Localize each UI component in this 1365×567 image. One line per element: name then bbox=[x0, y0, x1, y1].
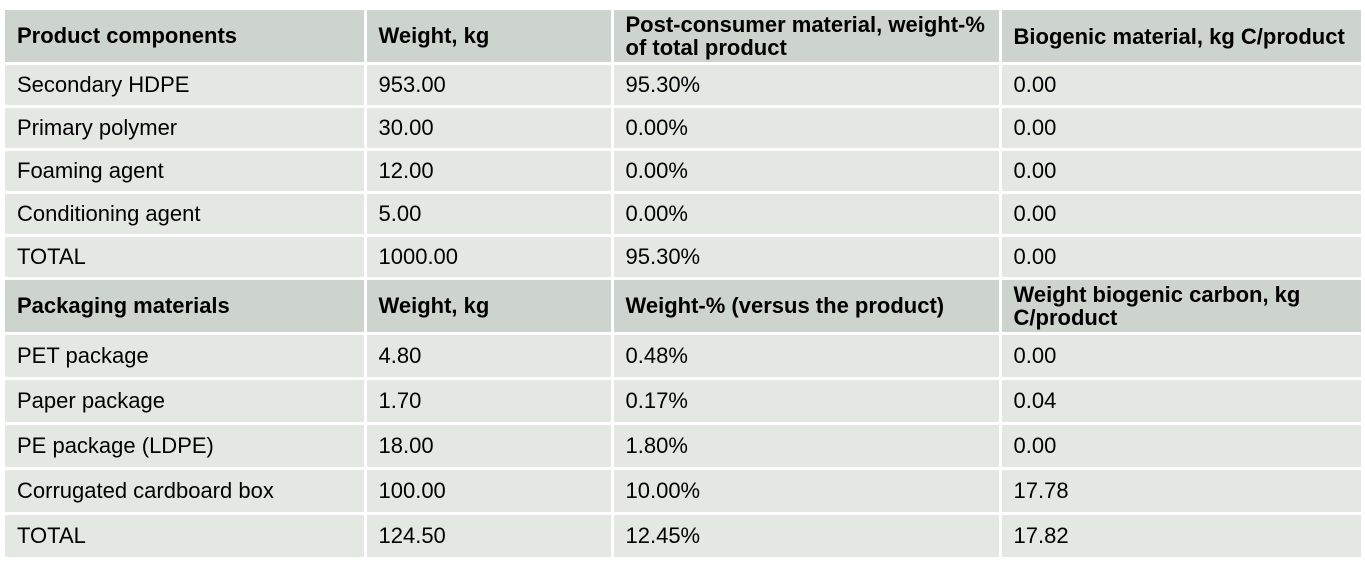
component-name: Conditioning agent bbox=[5, 192, 367, 237]
packaging-weight: 18.00 bbox=[365, 423, 614, 470]
header-weight-pct: Weight-% (versus the product) bbox=[612, 278, 1002, 335]
table-row: Corrugated cardboard box 100.00 10.00% 1… bbox=[5, 468, 1361, 515]
packaging-biogenic-carbon: 0.00 bbox=[1000, 423, 1361, 470]
packaging-weight: 100.00 bbox=[365, 468, 614, 515]
table-row: Conditioning agent 5.00 0.00% 0.00 bbox=[5, 192, 1361, 237]
packaging-name: Paper package bbox=[5, 378, 367, 425]
component-biogenic: 0.00 bbox=[1000, 149, 1361, 194]
packaging-weight-pct: 0.48% bbox=[612, 333, 1002, 380]
component-biogenic: 0.00 bbox=[1000, 63, 1361, 108]
table-row: Secondary HDPE 953.00 95.30% 0.00 bbox=[5, 63, 1361, 108]
packaging-weight: 1.70 bbox=[365, 378, 614, 425]
component-weight: 30.00 bbox=[365, 106, 614, 151]
lca-data-table: Product components Weight, kg Post-consu… bbox=[5, 10, 1361, 560]
component-name: TOTAL bbox=[5, 235, 367, 280]
packaging-weight-pct: 12.45% bbox=[612, 513, 1002, 560]
component-name: Primary polymer bbox=[5, 106, 367, 151]
packaging-weight-pct: 1.80% bbox=[612, 423, 1002, 470]
component-post-consumer-pct: 0.00% bbox=[612, 149, 1002, 194]
header-packaging-materials: Packaging materials bbox=[5, 278, 367, 335]
packaging-materials-header-row: Packaging materials Weight, kg Weight-% … bbox=[5, 278, 1361, 335]
packaging-weight-pct: 10.00% bbox=[612, 468, 1002, 515]
component-biogenic: 0.00 bbox=[1000, 192, 1361, 237]
component-weight: 12.00 bbox=[365, 149, 614, 194]
packaging-name: PE package (LDPE) bbox=[5, 423, 367, 470]
table-row: Paper package 1.70 0.17% 0.04 bbox=[5, 378, 1361, 425]
packaging-name: PET package bbox=[5, 333, 367, 380]
component-name: Foaming agent bbox=[5, 149, 367, 194]
packaging-weight: 124.50 bbox=[365, 513, 614, 560]
packaging-biogenic-carbon: 0.04 bbox=[1000, 378, 1361, 425]
component-post-consumer-pct: 0.00% bbox=[612, 192, 1002, 237]
header-weight-kg: Weight, kg bbox=[365, 10, 614, 65]
component-biogenic: 0.00 bbox=[1000, 106, 1361, 151]
header-weight-kg: Weight, kg bbox=[365, 278, 614, 335]
packaging-weight: 4.80 bbox=[365, 333, 614, 380]
component-biogenic: 0.00 bbox=[1000, 235, 1361, 280]
header-weight-biogenic-carbon: Weight biogenic carbon, kg C/product bbox=[1000, 278, 1361, 335]
packaging-biogenic-carbon: 17.82 bbox=[1000, 513, 1361, 560]
product-components-header-row: Product components Weight, kg Post-consu… bbox=[5, 10, 1361, 65]
table-row: Primary polymer 30.00 0.00% 0.00 bbox=[5, 106, 1361, 151]
packaging-name: Corrugated cardboard box bbox=[5, 468, 367, 515]
component-name: Secondary HDPE bbox=[5, 63, 367, 108]
table-row-total: TOTAL 124.50 12.45% 17.82 bbox=[5, 513, 1361, 560]
packaging-biogenic-carbon: 0.00 bbox=[1000, 333, 1361, 380]
component-weight: 1000.00 bbox=[365, 235, 614, 280]
header-post-consumer-material: Post-consumer material, weight-% of tota… bbox=[612, 10, 1002, 65]
component-weight: 953.00 bbox=[365, 63, 614, 108]
packaging-weight-pct: 0.17% bbox=[612, 378, 1002, 425]
packaging-biogenic-carbon: 17.78 bbox=[1000, 468, 1361, 515]
component-post-consumer-pct: 0.00% bbox=[612, 106, 1002, 151]
table-row: PE package (LDPE) 18.00 1.80% 0.00 bbox=[5, 423, 1361, 470]
header-biogenic-material: Biogenic material, kg C/product bbox=[1000, 10, 1361, 65]
component-post-consumer-pct: 95.30% bbox=[612, 235, 1002, 280]
table-row: Foaming agent 12.00 0.00% 0.00 bbox=[5, 149, 1361, 194]
component-post-consumer-pct: 95.30% bbox=[612, 63, 1002, 108]
component-weight: 5.00 bbox=[365, 192, 614, 237]
header-product-components: Product components bbox=[5, 10, 367, 65]
table-row: PET package 4.80 0.48% 0.00 bbox=[5, 333, 1361, 380]
packaging-name: TOTAL bbox=[5, 513, 367, 560]
table-row-total: TOTAL 1000.00 95.30% 0.00 bbox=[5, 235, 1361, 280]
